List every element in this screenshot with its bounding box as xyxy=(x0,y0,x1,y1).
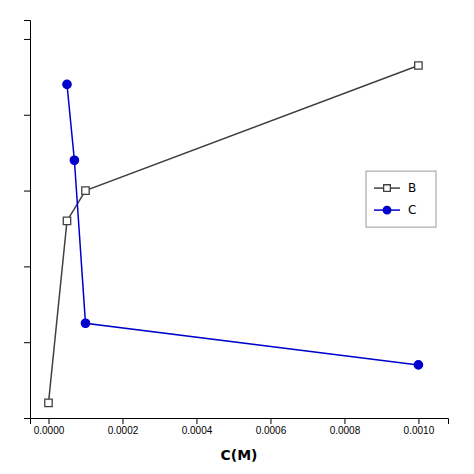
x-tick-label: 0.0000 xyxy=(34,425,65,436)
y-tick xyxy=(24,191,30,192)
x-tick: 0.0006 xyxy=(256,418,287,436)
x-axis: 0.0000 0.0002 0.0004 0.0006 0.0008 0.0010 xyxy=(31,418,449,436)
y-tick-mark xyxy=(24,39,30,40)
x-tick: 0.0010 xyxy=(404,418,435,436)
point xyxy=(81,319,89,327)
x-tick-mark xyxy=(418,418,419,424)
point xyxy=(70,156,78,164)
point xyxy=(63,80,71,88)
y-tick xyxy=(24,39,30,40)
y-tick-mark xyxy=(24,191,30,192)
y-tick-mark xyxy=(24,266,30,267)
x-tick: 0.0000 xyxy=(34,418,65,436)
point xyxy=(82,187,89,194)
legend-label: C xyxy=(408,203,416,217)
y-tick xyxy=(24,418,30,419)
point xyxy=(63,217,70,224)
x-tick-mark xyxy=(344,418,345,424)
x-tick-mark xyxy=(196,418,197,424)
x-tick: 0.0008 xyxy=(330,418,361,436)
x-tick-mark xyxy=(122,418,123,424)
x-tick: 0.0004 xyxy=(182,418,213,436)
marks xyxy=(45,62,423,407)
plot: 0.0000 0.0002 0.0004 0.0006 0.0008 0.0010 C(M)… xyxy=(24,21,449,464)
series xyxy=(45,62,422,407)
chart: 0.0000 0.0002 0.0004 0.0006 0.0008 0.0010 C(M)… xyxy=(0,0,474,474)
point xyxy=(415,62,422,69)
legend-item: B xyxy=(374,181,416,195)
x-tick-mark xyxy=(270,418,271,424)
point xyxy=(414,361,422,369)
legend-label: B xyxy=(408,181,416,195)
legend-symbol xyxy=(384,185,391,192)
x-tick: 0.0002 xyxy=(108,418,139,436)
y-tick-mark xyxy=(24,115,30,116)
y-tick xyxy=(24,266,30,267)
legend-symbol xyxy=(383,206,391,214)
y-tick-mark xyxy=(24,418,30,419)
y-tick-mark xyxy=(24,342,30,343)
y-tick xyxy=(24,342,30,343)
y-tick xyxy=(24,115,30,116)
x-axis-line xyxy=(31,419,449,425)
x-tick-mark xyxy=(48,418,49,424)
legend-box xyxy=(366,171,436,227)
x-axis-title: C(M) xyxy=(220,447,257,463)
legend: BC xyxy=(366,171,436,227)
x-tick-label: 0.0010 xyxy=(404,425,435,436)
y-axis-line xyxy=(24,21,31,419)
point xyxy=(45,399,52,406)
legend-item: C xyxy=(374,203,416,217)
series-line xyxy=(48,65,418,402)
x-tick-label: 0.0008 xyxy=(330,425,361,436)
x-tick-label: 0.0006 xyxy=(256,425,287,436)
x-tick-label: 0.0004 xyxy=(182,425,213,436)
x-tick-label: 0.0002 xyxy=(108,425,139,436)
y-axis xyxy=(24,21,31,419)
